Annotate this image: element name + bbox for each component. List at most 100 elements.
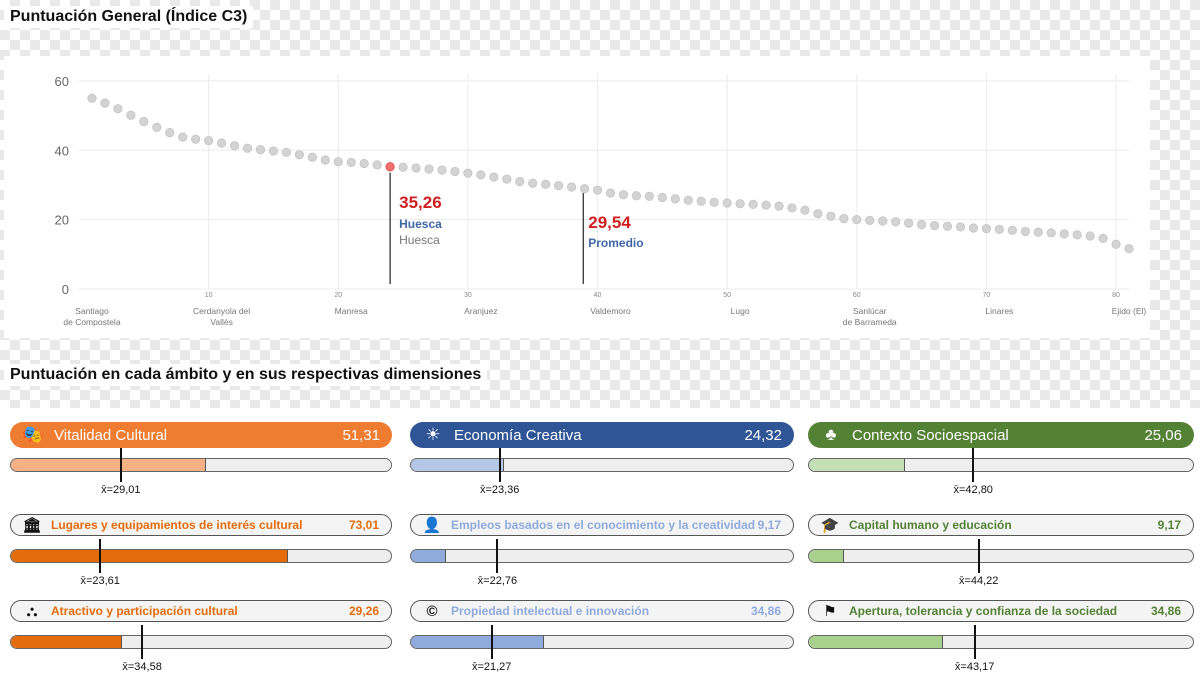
highlight-name-label: Huesca xyxy=(399,233,440,247)
city-label: Valdemoro xyxy=(590,306,631,316)
sub-dimension-pill: © Propiedad intelectual e innovación 34,86 xyxy=(410,600,794,622)
score-bar xyxy=(10,458,392,472)
data-point xyxy=(592,185,603,195)
data-point xyxy=(126,110,136,120)
score-bar-fill xyxy=(411,636,545,648)
data-point xyxy=(748,199,758,209)
city-label: de Compostela xyxy=(63,317,120,327)
x-tick-label: 10 xyxy=(205,292,213,299)
y-tick-label: 60 xyxy=(55,74,69,89)
dimension-label: Apertura, tolerancia y confianza de la s… xyxy=(849,604,1118,618)
dimension-column: ♣ Contexto Socioespacial 25,06 x̄=42,80 🎓 Cap… xyxy=(808,408,1194,675)
copyright-icon: © xyxy=(426,602,438,620)
mean-value-label: x̄=34,58 xyxy=(122,661,162,673)
data-point xyxy=(696,196,706,206)
person-icon: 👤 xyxy=(422,517,442,534)
score-bar xyxy=(410,458,794,472)
x-tick-label: 20 xyxy=(334,292,342,299)
score-bar xyxy=(10,549,392,563)
data-point xyxy=(216,138,227,148)
data-point xyxy=(1020,226,1030,237)
data-point xyxy=(1046,228,1056,238)
data-point xyxy=(320,155,330,165)
city-label: Sanlúcar xyxy=(853,306,887,316)
dimension-value: 9,17 xyxy=(1157,518,1181,532)
sub-dimension-pill: ⚑ Apertura, tolerancia y confianza de la … xyxy=(808,600,1194,622)
data-point xyxy=(165,128,175,138)
mean-marker xyxy=(119,448,122,482)
dimension-label: Lugares y equipamientos de interés cultu… xyxy=(51,518,303,532)
data-point xyxy=(528,178,538,188)
sub-dimension-pill: 👤 Empleos basados en el conocimiento y la… xyxy=(410,514,794,536)
x-tick-label: 80 xyxy=(1112,292,1120,299)
mean-value-label: x̄=21,27 xyxy=(471,661,512,673)
data-point xyxy=(554,181,564,191)
highlight-point xyxy=(385,162,395,172)
mean-value-label: x̄=43,17 xyxy=(954,661,995,673)
data-point xyxy=(916,219,927,230)
score-bar-fill xyxy=(809,550,845,562)
dimension-value: 73,01 xyxy=(348,518,379,532)
city-label: Vallès xyxy=(210,317,233,327)
x-tick-label: 40 xyxy=(594,292,602,299)
city-label: Linares xyxy=(985,306,1013,316)
data-point xyxy=(709,197,719,207)
average-value-label: 29,54 xyxy=(588,213,631,232)
x-tick-label: 70 xyxy=(983,292,991,299)
dimension-value: 34,86 xyxy=(1150,604,1181,618)
mean-marker xyxy=(490,625,493,659)
mean-marker xyxy=(977,539,980,573)
score-bar xyxy=(410,549,794,563)
dimension-label: Economía Creativa xyxy=(454,426,582,444)
data-point xyxy=(191,134,201,144)
mean-value-label: x̄=22,76 xyxy=(477,575,518,587)
dimension-header-pill: 🎭 Vitalidad Cultural 51,31 xyxy=(10,422,392,448)
data-point xyxy=(294,150,304,160)
sub-dimension-pill: ⛬ Atractivo y participación cultural 29,26 xyxy=(10,600,392,622)
data-point xyxy=(839,214,849,224)
data-point xyxy=(87,93,97,103)
data-point xyxy=(424,164,434,174)
data-point xyxy=(359,158,369,169)
theater-masks-icon: 🎭 xyxy=(22,425,44,444)
score-bar-fill xyxy=(11,636,123,648)
data-point xyxy=(631,191,642,201)
data-point xyxy=(463,168,473,178)
dimension-label: Empleos basados en el conocimiento y la … xyxy=(451,518,756,532)
data-point xyxy=(242,143,253,153)
dimension-value: 34,86 xyxy=(750,604,781,618)
city-label: Ejido (El) xyxy=(1112,306,1147,316)
general-score-heading: Puntuación General (Índice C3) xyxy=(4,6,254,28)
x-tick-label: 50 xyxy=(723,292,731,299)
data-point xyxy=(683,195,693,205)
score-bar-fill xyxy=(411,550,447,562)
data-point xyxy=(618,190,629,200)
data-point xyxy=(268,146,279,156)
city-label: Aranjuez xyxy=(464,306,498,316)
city-label: Lugo xyxy=(731,306,750,316)
data-point xyxy=(255,144,266,155)
dimension-value: 51,31 xyxy=(342,426,380,444)
data-point xyxy=(904,218,914,228)
dimension-label: Vitalidad Cultural xyxy=(54,426,168,444)
score-bar xyxy=(808,458,1194,472)
data-point xyxy=(1124,244,1134,254)
dimension-value: 25,06 xyxy=(1144,426,1182,444)
trees-icon: ♣ xyxy=(825,425,837,444)
data-point xyxy=(644,191,654,202)
data-point xyxy=(1085,231,1095,241)
rainbow-flag-icon: ⚑ xyxy=(823,603,837,620)
mean-value-label: x̄=29,01 xyxy=(101,484,141,496)
dimension-value: 29,26 xyxy=(348,604,379,618)
data-point xyxy=(541,179,551,189)
sub-dimension-pill: 🏛 Lugares y equipamientos de interés cult… xyxy=(10,514,392,536)
highlight-name-bold: Huesca xyxy=(399,217,442,231)
average-name-label: Promedio xyxy=(588,236,643,250)
score-bar-fill xyxy=(809,459,906,471)
data-point xyxy=(722,198,732,208)
data-point xyxy=(735,199,745,209)
city-label: de Barrameda xyxy=(843,317,897,327)
mean-marker xyxy=(498,448,501,482)
y-tick-label: 40 xyxy=(55,143,69,158)
data-point xyxy=(579,184,590,194)
